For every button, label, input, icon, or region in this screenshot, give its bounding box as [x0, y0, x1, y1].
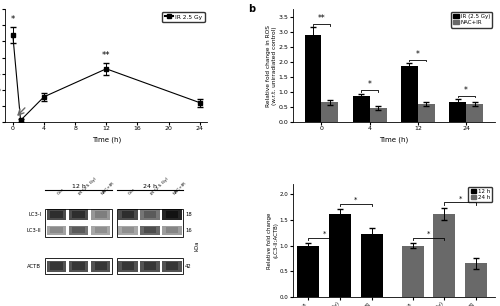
Text: IR (2.5 Gy): IR (2.5 Gy) [150, 177, 170, 196]
Bar [94, 227, 106, 233]
Text: kDa: kDa [195, 241, 200, 251]
Text: 42: 42 [185, 264, 192, 269]
Bar [144, 211, 156, 218]
Bar [46, 209, 66, 220]
Bar [166, 263, 178, 270]
Bar [46, 259, 112, 274]
Bar [72, 263, 85, 270]
Bar [304, 35, 322, 122]
Legend: 12 h, 24 h: 12 h, 24 h [468, 187, 492, 202]
Bar [68, 209, 88, 220]
Text: NAC+IR: NAC+IR [172, 181, 187, 196]
Text: ACTB: ACTB [28, 264, 42, 269]
Bar [322, 103, 338, 122]
Bar [72, 211, 85, 218]
Bar [418, 104, 434, 122]
Bar [298, 245, 320, 297]
Text: *: * [458, 196, 462, 201]
Bar [166, 227, 178, 233]
Bar [46, 209, 112, 237]
Text: **: ** [102, 51, 110, 60]
Text: *: * [368, 80, 372, 89]
Bar [46, 261, 66, 272]
Text: b: b [248, 4, 255, 13]
Bar [117, 259, 183, 274]
Bar [465, 263, 487, 297]
Bar [166, 211, 178, 218]
Text: 24 h: 24 h [143, 184, 157, 188]
Bar [90, 261, 110, 272]
Bar [50, 263, 62, 270]
Text: Con: Con [56, 187, 66, 196]
Text: LC3-II: LC3-II [27, 228, 42, 233]
Text: 16: 16 [185, 228, 192, 233]
Bar [162, 209, 182, 220]
Bar [353, 96, 370, 122]
Bar [140, 261, 160, 272]
Bar [466, 104, 483, 122]
Text: *: * [464, 86, 468, 95]
Bar [118, 226, 138, 235]
Bar [46, 226, 66, 235]
Bar [72, 227, 85, 233]
Bar [90, 226, 110, 235]
Bar [50, 211, 62, 218]
Text: 18: 18 [185, 212, 192, 217]
Bar [162, 261, 182, 272]
Bar [144, 263, 156, 270]
Y-axis label: Relative fold change
(LC3-II:ACTB): Relative fold change (LC3-II:ACTB) [268, 212, 278, 269]
Bar [449, 103, 466, 122]
Bar [329, 214, 351, 297]
Bar [118, 261, 138, 272]
Bar [117, 209, 183, 237]
Bar [140, 209, 160, 220]
Text: *: * [354, 196, 358, 203]
Bar [401, 66, 418, 122]
Text: *: * [322, 231, 326, 237]
Text: *: * [416, 50, 420, 59]
Bar [122, 227, 134, 233]
Legend: IR (2.5 Gy), NAC+IR: IR (2.5 Gy), NAC+IR [451, 12, 492, 28]
Text: IR (2.5 Gy): IR (2.5 Gy) [78, 177, 98, 196]
Text: Con: Con [128, 187, 137, 196]
Bar [122, 263, 134, 270]
Text: *: * [10, 15, 15, 24]
X-axis label: Time (h): Time (h) [92, 137, 121, 143]
Bar [144, 227, 156, 233]
Bar [118, 209, 138, 220]
Bar [360, 234, 382, 297]
Bar [94, 263, 106, 270]
Bar [68, 226, 88, 235]
Text: *: * [427, 231, 430, 237]
Bar [140, 226, 160, 235]
Bar [370, 108, 386, 122]
Bar [434, 214, 456, 297]
Text: 12 h: 12 h [72, 184, 86, 188]
Bar [90, 209, 110, 220]
Bar [402, 245, 424, 297]
Bar [68, 261, 88, 272]
Bar [94, 211, 106, 218]
Bar [50, 227, 62, 233]
Bar [162, 226, 182, 235]
Legend: IR 2.5 Gy: IR 2.5 Gy [162, 12, 204, 22]
Text: NAC+IR: NAC+IR [100, 181, 116, 196]
Text: LC3-I: LC3-I [28, 212, 42, 217]
Bar [122, 211, 134, 218]
Y-axis label: Relative fold change in ROS
(w.r.t. unirradiated control): Relative fold change in ROS (w.r.t. unir… [266, 24, 277, 106]
X-axis label: Time (h): Time (h) [379, 137, 408, 143]
Text: **: ** [318, 14, 326, 23]
